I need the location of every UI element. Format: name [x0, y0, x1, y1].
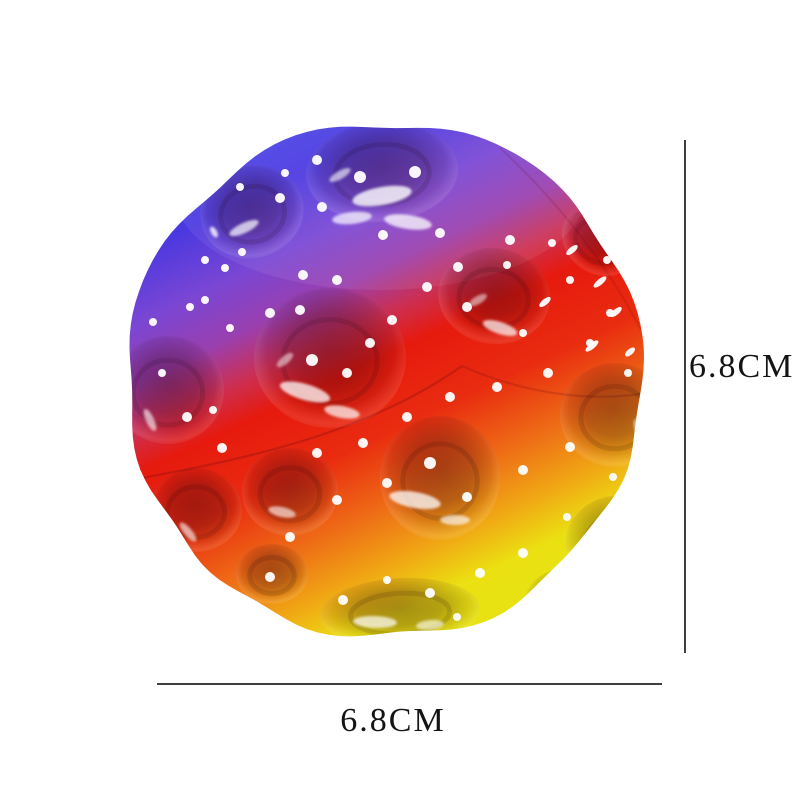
- height-dimension-label: 6.8CM: [689, 348, 795, 385]
- width-dimension-label: 6.8CM: [340, 702, 446, 739]
- ball-speckles: [149, 155, 632, 637]
- width-dimension-line: [157, 683, 662, 685]
- height-dimension-line: [684, 140, 686, 653]
